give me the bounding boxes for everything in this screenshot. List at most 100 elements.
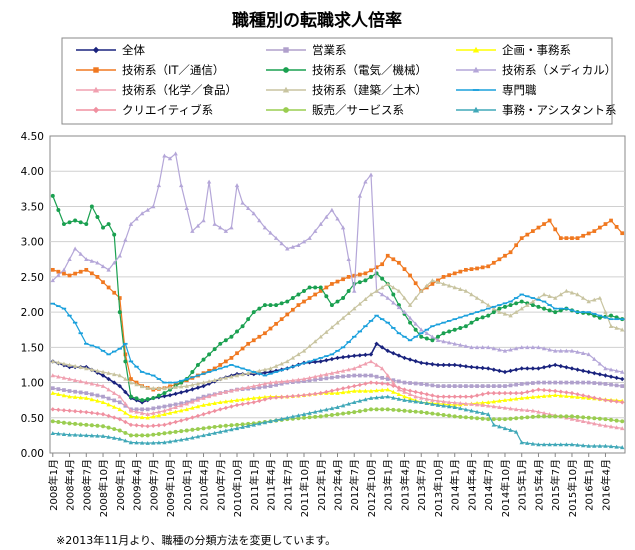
data-point [245, 369, 251, 372]
data-point [385, 381, 390, 387]
data-point [190, 435, 195, 440]
legend-marker [472, 66, 480, 73]
data-point [502, 417, 507, 422]
data-point [514, 416, 519, 421]
data-point [173, 151, 178, 156]
x-tick-label: 2008年4月 [64, 459, 77, 511]
data-point [112, 232, 117, 237]
data-point [525, 345, 530, 350]
data-point [363, 296, 368, 301]
data-point [569, 414, 574, 419]
data-point [547, 393, 552, 398]
data-point [207, 368, 211, 373]
data-point [285, 415, 290, 420]
data-point [296, 242, 301, 247]
data-point [380, 262, 385, 267]
data-point [134, 440, 139, 445]
data-point [363, 381, 368, 386]
data-point [586, 231, 591, 236]
data-point [145, 433, 150, 438]
data-point [201, 357, 206, 362]
data-point [329, 207, 335, 212]
data-point [268, 395, 273, 401]
data-point [497, 368, 502, 374]
data-point [251, 422, 256, 427]
data-point [480, 345, 485, 350]
data-point [586, 394, 591, 399]
legend-item: 技術系（IT／通信） [76, 63, 224, 77]
data-point [614, 383, 619, 388]
x-tick-label: 2008年1月 [47, 459, 60, 511]
data-point [508, 347, 513, 352]
data-point [56, 207, 61, 212]
data-point [100, 369, 106, 374]
data-point [139, 384, 145, 389]
data-point [117, 253, 122, 258]
data-point [385, 321, 390, 324]
data-point [424, 401, 430, 405]
data-point [190, 228, 195, 233]
data-point [251, 211, 256, 216]
data-point [502, 397, 508, 402]
data-point [229, 334, 234, 339]
data-point [419, 360, 424, 366]
x-tick-label: 2012年4月 [332, 459, 345, 511]
data-point [251, 400, 256, 405]
data-point [106, 376, 111, 382]
data-point [307, 415, 312, 420]
data-point [441, 394, 446, 399]
data-point [586, 420, 591, 425]
legend-marker [472, 106, 480, 113]
data-point [296, 303, 301, 307]
data-point [553, 307, 558, 310]
data-point [195, 413, 201, 419]
data-point [318, 334, 323, 339]
data-point [184, 383, 189, 388]
x-tick-label: 2016年1月 [583, 459, 596, 511]
data-point [374, 380, 379, 386]
data-point [407, 398, 413, 403]
data-point [134, 414, 139, 419]
data-point [363, 179, 368, 184]
series-10 [50, 380, 625, 429]
data-point [419, 327, 424, 332]
data-point [251, 371, 256, 373]
data-point [201, 412, 206, 417]
data-point [541, 410, 547, 415]
legend-marker [472, 46, 480, 53]
data-point [179, 429, 184, 434]
data-point [458, 342, 463, 347]
data-point [145, 407, 150, 412]
x-tick-label: 2010年4月 [198, 459, 211, 511]
data-point [84, 366, 89, 371]
data-point [497, 347, 502, 352]
data-point [128, 414, 134, 419]
data-point [89, 344, 95, 347]
data-point [268, 326, 273, 331]
data-point [419, 334, 424, 339]
data-point [134, 407, 139, 412]
data-point [413, 281, 418, 286]
data-point [430, 282, 435, 286]
data-point [245, 206, 251, 210]
data-point [469, 267, 474, 272]
data-point [363, 408, 368, 413]
data-point [480, 309, 485, 312]
data-point [167, 406, 173, 411]
legend-item: 事務・アシスタント系 [456, 103, 617, 117]
data-point [268, 230, 273, 235]
data-point [402, 387, 407, 392]
data-point [402, 355, 407, 361]
data-point [184, 436, 189, 441]
data-point [603, 373, 608, 378]
data-point [324, 358, 329, 363]
data-point [324, 294, 329, 299]
data-point [458, 363, 463, 368]
data-point [340, 225, 346, 230]
plot-area [49, 135, 626, 454]
data-point [397, 379, 401, 384]
data-point [430, 362, 435, 367]
data-point [268, 384, 273, 388]
data-point [474, 311, 480, 314]
data-point [486, 417, 491, 422]
